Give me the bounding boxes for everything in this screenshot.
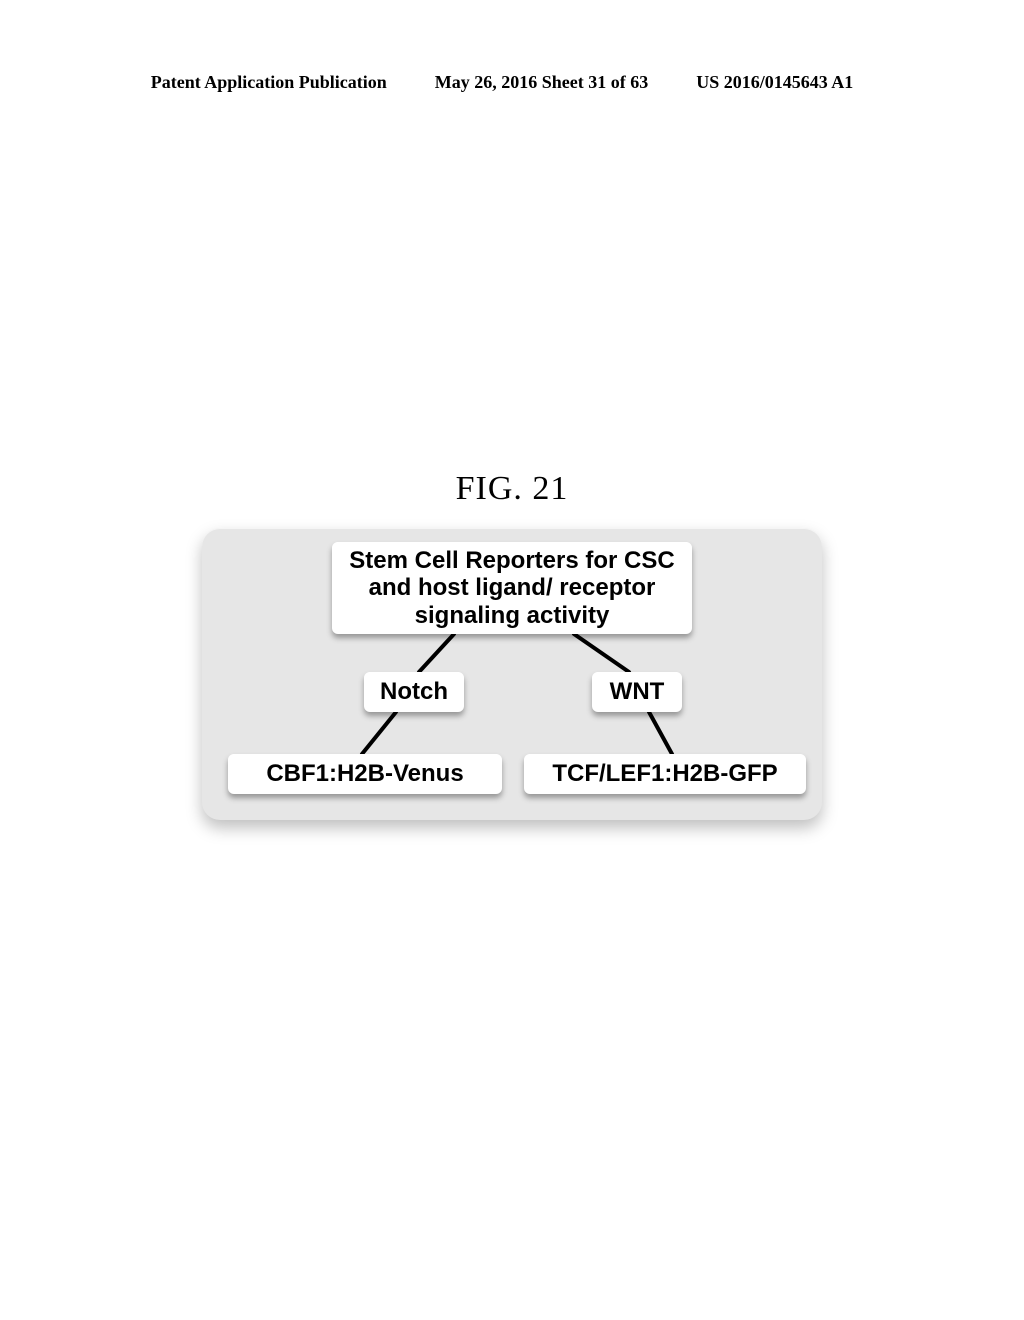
node-leaf-left: CBF1:H2B-Venus <box>228 754 502 794</box>
node-notch-label: Notch <box>380 678 448 706</box>
node-wnt-label: WNT <box>610 678 665 706</box>
header-sheet: May 26, 2016 Sheet 31 of 63 <box>435 72 648 93</box>
node-leaf-right: TCF/LEF1:H2B-GFP <box>524 754 806 794</box>
header-publication: Patent Application Publication <box>151 72 387 93</box>
figure-title: FIG. 21 <box>0 470 1024 508</box>
edge-root-notch <box>419 634 454 672</box>
node-wnt: WNT <box>592 672 682 712</box>
node-leaf-left-label: CBF1:H2B-Venus <box>266 760 463 788</box>
edge-root-wnt <box>574 634 629 672</box>
edge-notch-leaf_left <box>362 712 396 754</box>
node-notch: Notch <box>364 672 464 712</box>
node-root-label: Stem Cell Reporters for CSC and host lig… <box>342 547 682 630</box>
page: Patent Application Publication May 26, 2… <box>0 0 1024 1320</box>
node-leaf-right-label: TCF/LEF1:H2B-GFP <box>552 760 777 788</box>
edge-wnt-leaf_right <box>649 712 672 754</box>
header-docnum: US 2016/0145643 A1 <box>696 72 853 93</box>
diagram-panel: Stem Cell Reporters for CSC and host lig… <box>202 528 822 820</box>
diagram-stage: Stem Cell Reporters for CSC and host lig… <box>224 542 800 802</box>
page-header: Patent Application Publication May 26, 2… <box>0 72 1024 93</box>
node-root: Stem Cell Reporters for CSC and host lig… <box>332 542 692 634</box>
